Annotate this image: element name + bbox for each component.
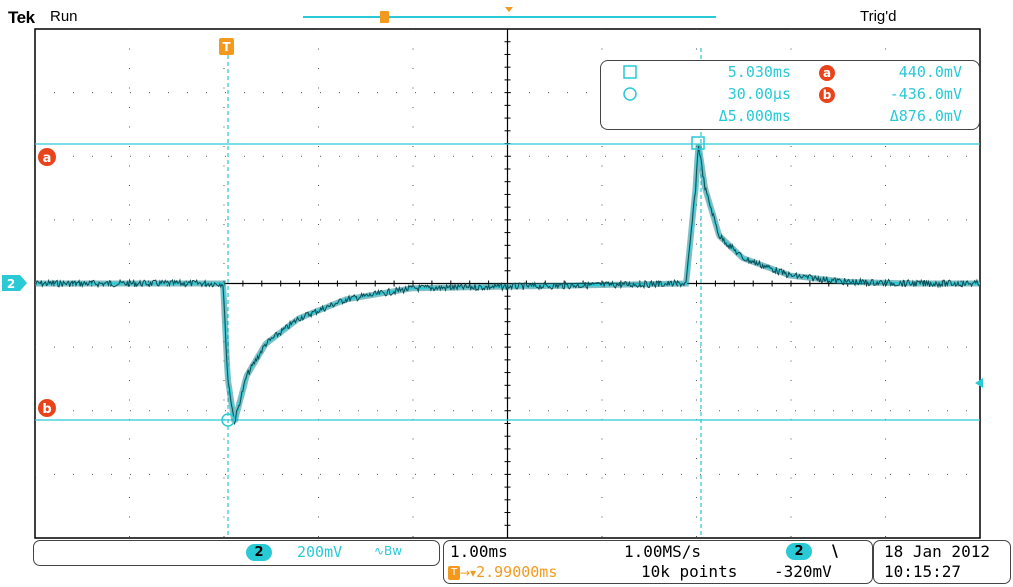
readout-row-3: Δ5.000ms Δ876.0mV: [601, 107, 979, 127]
channel-2-ground-marker[interactable]: 2: [2, 275, 27, 291]
svg-text:2: 2: [7, 277, 15, 291]
acquisition-state: Run: [50, 8, 78, 25]
cursor-readout-panel: 5.030ms a 440.0mV 30.00µs b -436.0mV Δ5.…: [600, 60, 980, 130]
brand-logo: Tek: [8, 8, 35, 27]
trigger-level-icon[interactable]: [975, 378, 983, 388]
cursor-square-marker: [691, 136, 705, 150]
trigger-marker[interactable]: T: [219, 38, 234, 55]
svg-text:a: a: [43, 151, 52, 166]
circle-cursor-time: 30.00µs: [727, 85, 791, 103]
trigger-level: -320mV: [774, 562, 832, 581]
trigger-status: Trig'd: [860, 8, 897, 25]
square-cursor-time: 5.030ms: [727, 63, 791, 81]
svg-text:b: b: [42, 402, 51, 417]
cursor-a-badge: a: [38, 148, 56, 166]
trigger-slope-icon: \: [832, 541, 838, 560]
time-per-div: 1.00ms: [450, 542, 508, 561]
cursor-b-voltage: -436.0mV: [889, 85, 962, 103]
square-cursor-icon: [623, 65, 637, 83]
cursor-circle-marker: [221, 413, 235, 427]
trigger-source-badge: 2: [786, 543, 812, 560]
cursor-b-icon: b: [819, 87, 835, 103]
trigger-marker-label: T: [222, 40, 231, 54]
readout-row-2: 30.00µs b -436.0mV: [601, 85, 979, 105]
trigger-position-icon: [505, 7, 513, 12]
bandwidth-limit-icon: ∿Bw: [374, 544, 403, 558]
channel-2-badge: 2: [246, 544, 272, 561]
cursor-a-icon: a: [819, 65, 835, 81]
cursor-a-voltage: 440.0mV: [898, 63, 962, 81]
record-position-marker[interactable]: [380, 11, 389, 23]
record-view-bar: [303, 16, 716, 18]
trigger-delay-group: T →▾2.99000ms: [448, 562, 557, 581]
timebase-panel[interactable]: 1.00ms 1.00MS/s 2 \ T →▾2.99000ms 10k poi…: [443, 540, 873, 584]
sample-rate: 1.00MS/s: [624, 542, 702, 561]
waveform-noise: [34, 145, 981, 425]
delta-time: Δ5.000ms: [718, 107, 791, 125]
date: 18 Jan 2012: [884, 542, 990, 561]
trigger-delay-icon: T: [448, 565, 460, 580]
record-length: 10k points: [641, 562, 738, 581]
cursor-lines[interactable]: [35, 48, 980, 536]
datetime-panel: 18 Jan 2012 10:15:27: [873, 540, 1011, 584]
cursor-b-badge: b: [38, 399, 56, 417]
circle-cursor-icon: [623, 87, 637, 105]
vertical-scale: 200mV: [297, 543, 343, 561]
delta-voltage: Δ876.0mV: [889, 107, 962, 125]
time: 10:15:27: [884, 562, 962, 581]
waveform-display[interactable]: T a b 2: [0, 24, 1013, 540]
trigger-delay: 2.99000ms: [476, 563, 558, 581]
status-bar: Tek Run Trig'd: [0, 0, 1013, 28]
readout-row-1: 5.030ms a 440.0mV: [601, 63, 979, 83]
channel-2-settings[interactable]: 2 200mV ∿Bw: [33, 540, 440, 566]
